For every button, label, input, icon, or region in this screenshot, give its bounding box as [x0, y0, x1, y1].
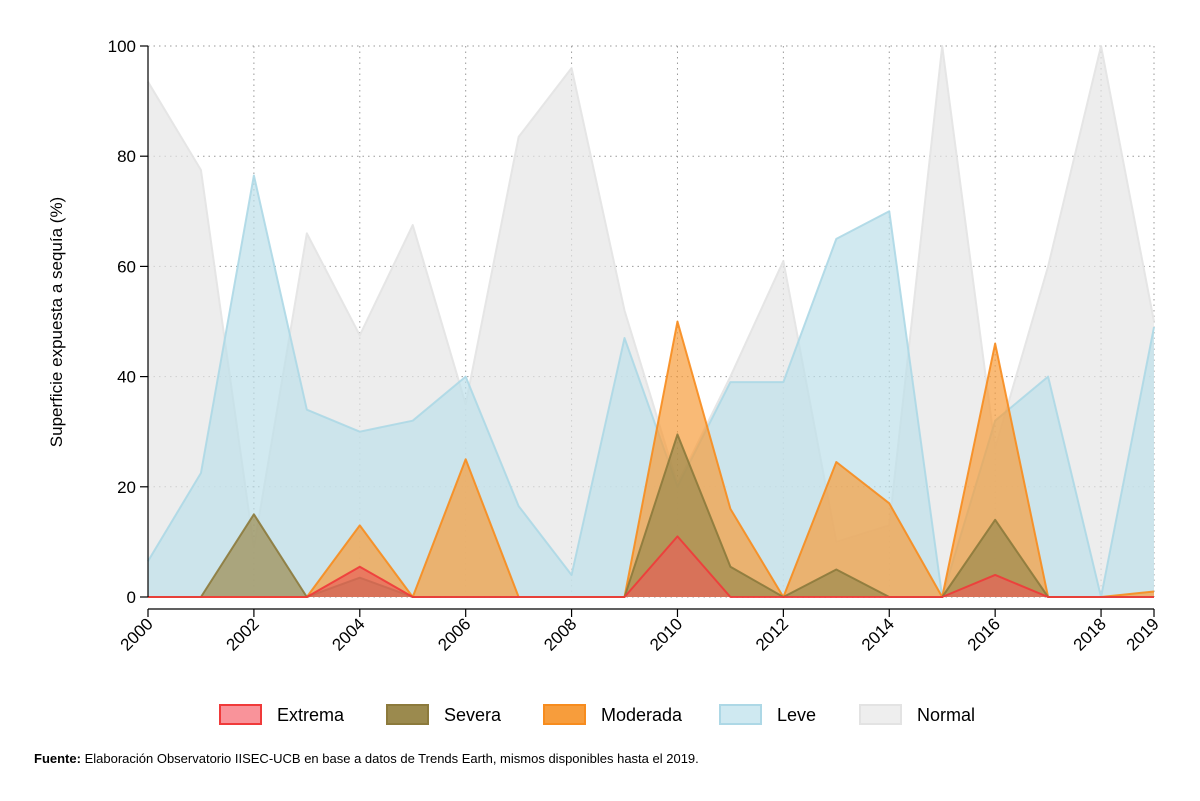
legend-swatch-extrema: [219, 704, 262, 725]
axes: [147, 46, 1154, 610]
legend-item-extrema: Extrema: [219, 704, 345, 725]
y-tick-label-80: 80: [117, 147, 136, 166]
legend-swatch-normal: [859, 704, 902, 725]
area-severa: [148, 434, 1154, 597]
series-areas: [147, 45, 1155, 598]
legend-item-normal: Normal: [859, 704, 975, 725]
legend-item-severa: Severa: [386, 704, 502, 725]
x-tick-label-2004: 2004: [328, 614, 368, 654]
y-tick-label-60: 60: [117, 257, 136, 276]
legend-item-moderada: Moderada: [543, 704, 683, 725]
legend-label-severa: Severa: [444, 705, 502, 725]
x-axis-ticks: 2000 2002 2004 2006 2008 2010 2012 2014 2016 2018…: [117, 609, 1163, 655]
source-label: Fuente:: [34, 751, 81, 766]
legend-label-normal: Normal: [917, 705, 975, 725]
y-tick-label-0: 0: [127, 588, 136, 607]
legend-swatch-moderada: [543, 704, 586, 725]
legend-label-leve: Leve: [777, 705, 816, 725]
legend-item-leve: Leve: [719, 704, 816, 725]
legend-swatch-leve: [719, 704, 762, 725]
x-tick-label-2012: 2012: [752, 614, 792, 654]
legend-label-moderada: Moderada: [601, 705, 683, 725]
y-tick-label-40: 40: [117, 368, 136, 387]
x-tick-label-2010: 2010: [646, 614, 686, 654]
y-tick-label-20: 20: [117, 478, 136, 497]
line-extrema: [148, 535, 1154, 598]
x-tick-label-2014: 2014: [858, 614, 898, 654]
x-tick-label-2018: 2018: [1070, 614, 1110, 654]
legend-swatch-severa: [386, 704, 429, 725]
source-note: Fuente: Elaboración Observatorio IISEC-U…: [34, 751, 699, 766]
x-tick-label-2002: 2002: [223, 614, 263, 654]
y-axis-ticks: 0 20 40 60 80 100: [108, 37, 148, 607]
x-tick-label-2008: 2008: [540, 614, 580, 654]
y-axis-title: Superficie expuesta a sequía (%): [47, 197, 66, 447]
legend: Extrema Severa Moderada Leve Normal: [219, 704, 975, 725]
line-moderada: [148, 320, 1155, 598]
legend-label-extrema: Extrema: [277, 705, 345, 725]
y-tick-label-100: 100: [108, 37, 136, 56]
x-tick-label-2006: 2006: [434, 614, 474, 654]
source-text: Elaboración Observatorio IISEC-UCB en ba…: [80, 751, 699, 766]
x-tick-label-2000: 2000: [117, 614, 157, 654]
x-tick-label-2016: 2016: [964, 614, 1004, 654]
area-leve: [148, 175, 1154, 598]
x-tick-label-2019: 2019: [1123, 614, 1163, 654]
